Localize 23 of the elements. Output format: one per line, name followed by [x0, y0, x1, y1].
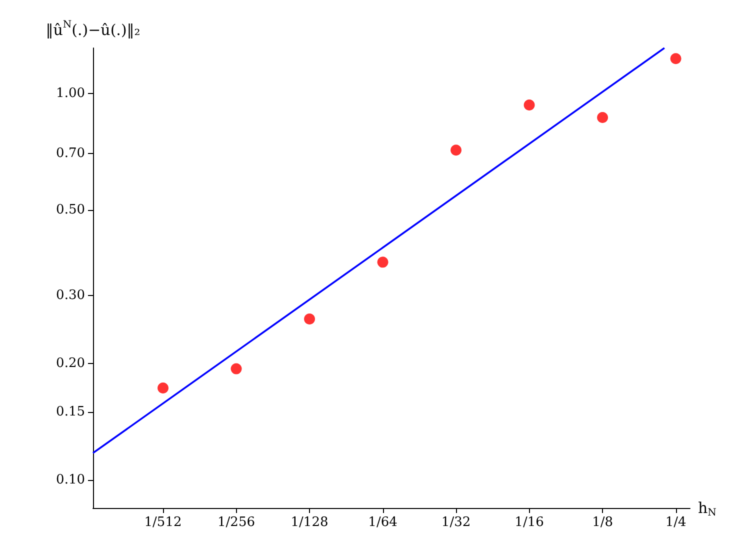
x-tick-label: 1/8 — [592, 515, 613, 530]
y-tick-label: 0.50 — [56, 202, 85, 218]
point — [450, 144, 462, 156]
y-tick-label: 1.00 — [56, 86, 85, 101]
point — [158, 382, 169, 394]
x-tick-label: 1/32 — [441, 515, 471, 530]
point — [230, 363, 242, 374]
x-tick-label: 1/512 — [144, 515, 182, 530]
x-tick-label: 1/256 — [218, 515, 255, 530]
y-tick-label: 0.15 — [56, 404, 85, 420]
point — [377, 256, 388, 268]
y-tick-label: 0.20 — [56, 356, 85, 372]
x-tick-label: 1/4 — [665, 515, 686, 530]
x-tick-label: 1/16 — [514, 515, 544, 530]
point — [597, 112, 608, 124]
x-tick-label: 1/64 — [368, 515, 398, 530]
y-tick-label: 0.70 — [56, 146, 85, 161]
y-tick-label: 0.30 — [56, 288, 85, 304]
x-tick-label: 1/128 — [290, 515, 328, 530]
point — [524, 100, 535, 110]
y-tick-label: 0.10 — [56, 472, 85, 488]
point — [670, 53, 682, 64]
point — [304, 313, 316, 324]
